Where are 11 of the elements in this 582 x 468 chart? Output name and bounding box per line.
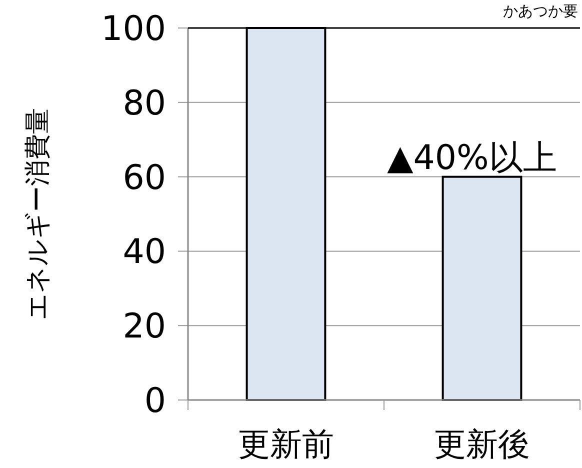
x-tick-label: 更新前 xyxy=(238,425,334,463)
x-tick-label: 更新後 xyxy=(434,425,530,463)
y-tick-label: 20 xyxy=(122,306,166,347)
text: かあつか要 xyxy=(503,2,578,20)
y-tick-label: 0 xyxy=(144,381,166,421)
y-tick-label: 80 xyxy=(122,83,166,124)
y-tick-label: 40 xyxy=(122,232,166,272)
y-axis-title: エネルギー消費量 xyxy=(23,108,53,320)
y-tick-label: 60 xyxy=(122,158,166,198)
y-tick-label: 100 xyxy=(101,9,166,49)
annotation: ▲40%以上 xyxy=(387,138,557,178)
